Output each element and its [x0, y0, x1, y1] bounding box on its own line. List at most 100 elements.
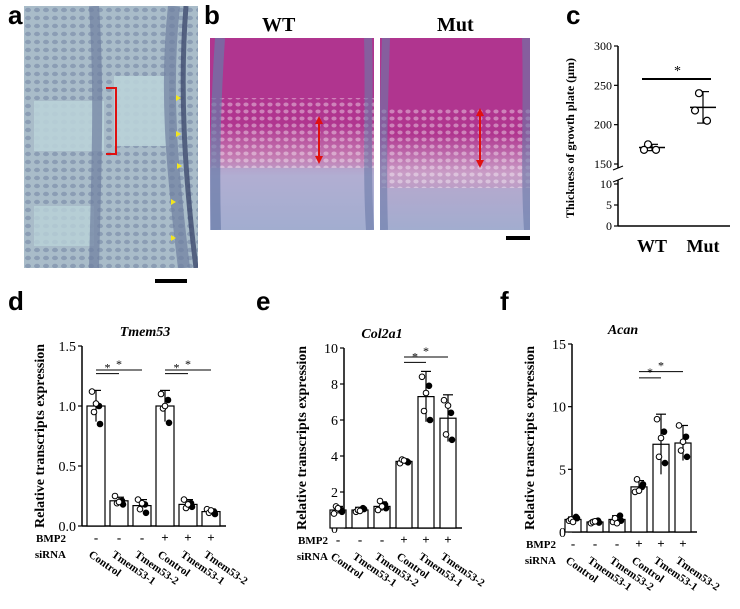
data-point: [639, 481, 647, 488]
significance-star: *: [105, 361, 111, 375]
panel-label-e: e: [256, 286, 271, 316]
panel-label-b: b: [204, 0, 220, 30]
data-point: [440, 396, 448, 404]
data-point: [111, 492, 119, 500]
data-point: [702, 116, 712, 125]
significance-star: *: [674, 64, 681, 79]
y-tick-label: 5: [606, 198, 612, 212]
panel-label-f: f: [500, 286, 509, 316]
y-tick-label: 0: [606, 219, 612, 233]
data-point: [694, 89, 704, 98]
bmp2-sign: +: [400, 532, 407, 547]
bmp2-sign: +: [422, 532, 429, 547]
significance-star: *: [116, 357, 122, 371]
row-label-sirna: siRNA: [35, 549, 66, 561]
y-tick-label: 15: [552, 338, 566, 353]
data-point: [677, 447, 685, 454]
y-tick-label: 0: [559, 526, 566, 541]
bmp2-sign: +: [444, 532, 451, 547]
chart-c: 0 5 10 150 200 250 300 Thickness of growth plat…: [563, 39, 730, 256]
data-point: [142, 509, 150, 517]
row-label-sirna: siRNA: [297, 551, 328, 563]
y-tick-label: 200: [594, 118, 612, 132]
y-tick-label: 0.5: [59, 460, 77, 475]
data-point: [569, 518, 577, 526]
data-point: [661, 459, 669, 467]
bmp2-sign: -: [615, 536, 619, 551]
data-point: [679, 438, 687, 446]
data-point: [653, 415, 661, 423]
data-point: [675, 422, 683, 429]
y-tick-label: 8: [331, 378, 338, 393]
y-tick-label: 1.5: [59, 340, 77, 355]
data-point: [639, 145, 649, 154]
chart-d: Tmem53 0.0 0.5 1.0 1.5 Relative transcripts e…: [33, 325, 250, 588]
axis-break-mark: [612, 177, 624, 183]
y-tick-label: 2: [331, 486, 338, 501]
data-point: [690, 106, 700, 115]
data-point: [651, 145, 661, 154]
data-point: [613, 519, 621, 527]
y-tick-label: 10: [552, 401, 566, 416]
panel-label-d: d: [8, 286, 24, 316]
label-mut-image: Mut: [437, 14, 474, 36]
data-point: [374, 506, 382, 514]
histology-image-mut: [380, 38, 530, 230]
data-point: [90, 408, 98, 416]
data-point: [682, 433, 690, 441]
data-point: [136, 505, 144, 513]
x-category-label: Mut: [687, 236, 720, 256]
data-point: [115, 498, 123, 506]
row-label-sirna: siRNA: [525, 555, 556, 567]
chart-f: Acan 0 5 10 15 Relative transcripts expressio…: [523, 323, 722, 594]
data-point: [157, 390, 165, 398]
data-point: [447, 409, 455, 417]
chart-title: Acan: [607, 323, 639, 338]
data-point: [164, 396, 172, 404]
y-tick-label: 10: [600, 177, 612, 191]
bmp2-sign: +: [635, 536, 642, 551]
bmp2-sign: -: [140, 530, 144, 545]
data-point: [635, 487, 643, 494]
y-tick-label: 10: [324, 342, 338, 357]
data-point: [425, 382, 433, 390]
bmp2-sign: +: [184, 530, 191, 545]
y-tick-label: 0: [331, 522, 338, 537]
scale-bar-a: [155, 279, 187, 283]
data-point: [400, 457, 408, 464]
scale-bar-b: [506, 236, 530, 240]
data-point: [138, 499, 146, 507]
data-point: [180, 496, 188, 503]
data-point: [420, 407, 428, 415]
label-wt-image: WT: [262, 14, 296, 36]
data-point: [334, 504, 342, 512]
chart-title: Tmem53: [120, 325, 171, 340]
panel-label-a: a: [8, 0, 23, 30]
data-point: [161, 402, 169, 410]
bmp2-sign: -: [380, 532, 384, 547]
bmp2-sign: -: [571, 536, 575, 551]
y-axis-label: Relative transcripts expression: [523, 346, 538, 530]
data-point: [683, 453, 691, 461]
histology-drawing-mut: [380, 38, 530, 230]
bmp2-sign: +: [657, 536, 664, 551]
data-point: [422, 389, 430, 397]
histology-image-wt: [210, 38, 374, 230]
bar: [395, 460, 413, 529]
data-point: [207, 507, 215, 514]
data-point: [378, 503, 386, 510]
data-point: [211, 510, 219, 518]
data-point: [418, 373, 426, 381]
y-axis-label: Relative transcripts expression: [295, 346, 310, 530]
data-point: [442, 431, 450, 438]
bmp2-sign: +: [161, 530, 168, 545]
data-point: [657, 434, 665, 442]
y-axis-label: Relative transcripts expression: [33, 344, 48, 528]
data-point: [448, 436, 456, 444]
data-point: [356, 507, 364, 515]
y-tick-label: 0.0: [59, 520, 77, 535]
data-point: [330, 510, 338, 517]
data-point: [591, 518, 599, 525]
y-axis-label: Thickness of growth plate (μm): [563, 58, 577, 218]
data-point: [165, 419, 173, 427]
